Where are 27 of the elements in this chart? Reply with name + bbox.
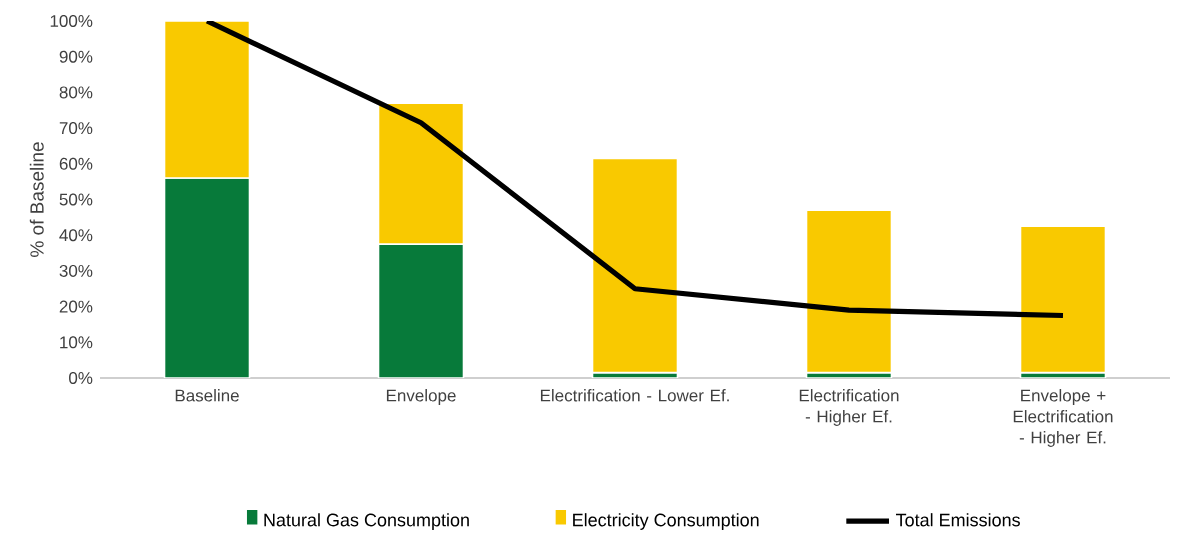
y-tick-label: 30%	[59, 264, 93, 277]
y-tick-label: 80%	[59, 86, 93, 99]
legend-label: Total Emissions	[896, 513, 1020, 527]
y-tick-label: 90%	[59, 50, 93, 63]
y-tick-label: 40%	[59, 229, 93, 242]
y-tick-label: 100%	[50, 14, 93, 27]
y-axis-title: % of Baseline	[29, 142, 44, 257]
y-tick-label: 60%	[59, 157, 93, 170]
x-tick-label: Envelope	[386, 389, 456, 405]
y-tick-label: 50%	[59, 193, 93, 206]
bar	[163, 20, 251, 179]
x-tick-label: Electrification - Higher Ef.	[799, 389, 899, 426]
y-tick-label: 10%	[60, 336, 93, 349]
x-tick-label: Envelope + Electrification - Higher Ef.	[1013, 389, 1113, 447]
bar	[163, 177, 251, 378]
bar	[805, 209, 893, 374]
y-tick-label: 70%	[59, 122, 93, 135]
x-tick-label: Electrification - Lower Ef.	[540, 389, 729, 402]
x-tick-label: Baseline	[175, 389, 239, 402]
legend-label: Natural Gas Consumption	[264, 513, 469, 530]
y-tick-label: 0%	[69, 371, 93, 384]
bar	[1019, 225, 1107, 374]
bar	[377, 243, 465, 378]
y-tick-label: 20%	[59, 300, 93, 313]
bar	[377, 102, 465, 245]
legend-label: Electricity Consumption	[573, 513, 759, 530]
bar	[591, 157, 679, 374]
